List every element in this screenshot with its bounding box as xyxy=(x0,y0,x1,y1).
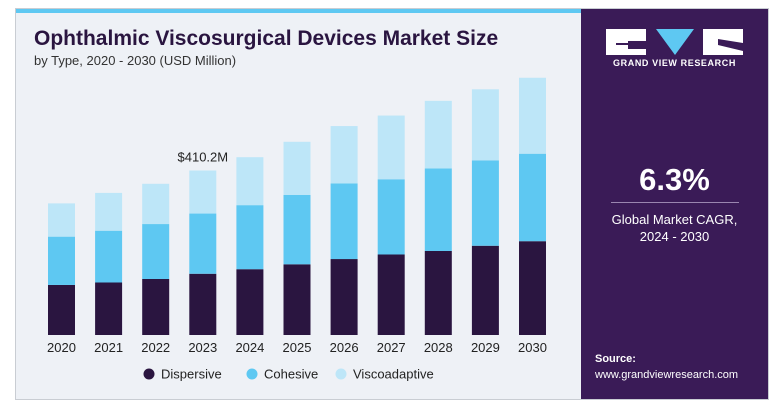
x-tick-label-2029: 2029 xyxy=(471,340,500,355)
bar-cohesive-2028 xyxy=(424,168,452,251)
bar-viscoadaptive-2028 xyxy=(424,100,452,169)
cagr-value: 6.3% xyxy=(639,162,710,197)
bar-dispersive-2026 xyxy=(330,259,358,335)
bar-viscoadaptive-2026 xyxy=(330,126,358,184)
legend-label-dispersive: Dispersive xyxy=(161,367,222,382)
bar-cohesive-2026 xyxy=(330,183,358,260)
bar-dispersive-2023 xyxy=(189,273,217,335)
grand-view-research-logo xyxy=(606,29,743,55)
bar-viscoadaptive-2024 xyxy=(236,157,264,206)
x-tick-label-2030: 2030 xyxy=(518,340,547,355)
bar-viscoadaptive-2022 xyxy=(142,183,170,225)
bar-cohesive-2027 xyxy=(377,179,405,255)
legend-swatch-viscoadaptive xyxy=(335,368,347,380)
bar-cohesive-2020 xyxy=(48,236,75,285)
legend-label-viscoadaptive: Viscoadaptive xyxy=(353,367,434,382)
x-tick-label-2020: 2020 xyxy=(47,340,76,355)
bar-viscoadaptive-2025 xyxy=(283,141,311,195)
bar-viscoadaptive-2023 xyxy=(189,170,217,214)
source-label: Source: xyxy=(595,353,636,365)
x-tick-label-2026: 2026 xyxy=(330,340,359,355)
bar-cohesive-2025 xyxy=(283,195,311,265)
bar-viscoadaptive-2030 xyxy=(519,77,546,154)
chart-frame: Ophthalmic Viscosurgical Devices Market … xyxy=(15,8,769,400)
brand-name: GRAND VIEW RESEARCH xyxy=(613,58,736,68)
chart-subtitle: by Type, 2020 - 2030 (USD Million) xyxy=(34,53,237,68)
accent-bar xyxy=(16,9,581,13)
bar-cohesive-2021 xyxy=(95,230,123,283)
info-panel: GRAND VIEW RESEARCH 6.3% Global Market C… xyxy=(581,9,768,399)
source-url: www.grandviewresearch.com xyxy=(595,369,739,381)
cagr-divider xyxy=(611,202,739,203)
bar-cohesive-2022 xyxy=(142,224,170,279)
bar-viscoadaptive-2020 xyxy=(48,203,75,237)
bar-dispersive-2025 xyxy=(283,264,311,335)
data-label-2023: $410.2M xyxy=(178,150,229,165)
x-tick-label-2025: 2025 xyxy=(283,340,312,355)
legend-swatch-cohesive xyxy=(246,368,258,380)
x-tick-label-2022: 2022 xyxy=(141,340,170,355)
bar-dispersive-2029 xyxy=(471,245,499,335)
cagr-label-line1: Global Market CAGR, xyxy=(611,212,738,227)
legend-label-cohesive: Cohesive xyxy=(264,367,318,382)
bar-cohesive-2029 xyxy=(471,160,499,246)
bar-dispersive-2020 xyxy=(48,284,75,335)
x-tick-label-2021: 2021 xyxy=(94,340,123,355)
bar-dispersive-2024 xyxy=(236,269,264,335)
x-tick-label-2027: 2027 xyxy=(377,340,406,355)
bar-cohesive-2030 xyxy=(519,153,546,242)
chart-title: Ophthalmic Viscosurgical Devices Market … xyxy=(34,27,499,50)
x-tick-label-2024: 2024 xyxy=(235,340,264,355)
bar-dispersive-2027 xyxy=(377,254,405,335)
bar-viscoadaptive-2029 xyxy=(471,89,499,161)
bar-dispersive-2021 xyxy=(95,282,123,335)
bar-viscoadaptive-2021 xyxy=(95,192,123,231)
x-tick-label-2028: 2028 xyxy=(424,340,453,355)
bar-cohesive-2024 xyxy=(236,205,264,270)
x-tick-label-2023: 2023 xyxy=(188,340,217,355)
cagr-label: Global Market CAGR, 2024 - 2030 xyxy=(581,211,768,245)
cagr-label-line2: 2024 - 2030 xyxy=(639,229,710,244)
bar-dispersive-2028 xyxy=(424,251,452,335)
bar-viscoadaptive-2027 xyxy=(377,115,405,180)
legend-swatch-dispersive xyxy=(143,368,155,380)
stacked-bar-chart: 2020 2021 2022 2023 2024 2025 2026 2027 2028 2029… xyxy=(47,77,547,382)
bar-dispersive-2030 xyxy=(519,241,546,335)
bar-cohesive-2023 xyxy=(189,213,217,274)
bar-dispersive-2022 xyxy=(142,279,170,335)
